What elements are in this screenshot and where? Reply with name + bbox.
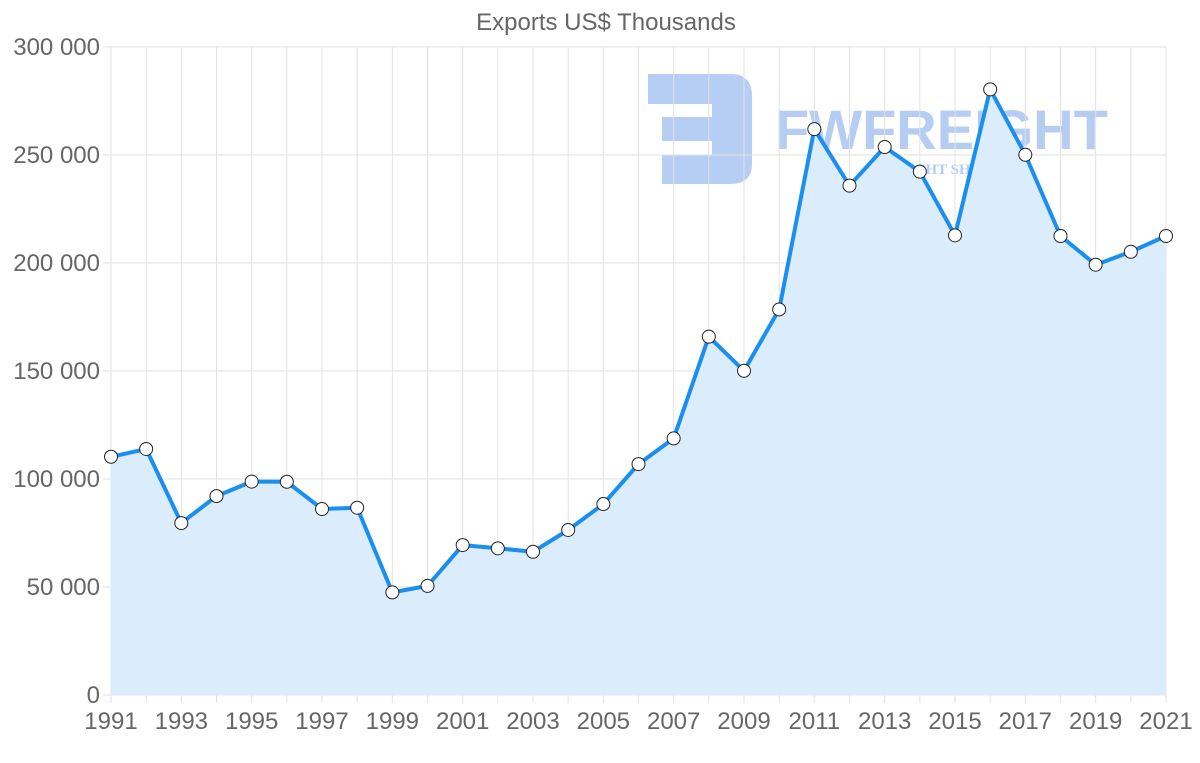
x-tick-label: 2019 [1069,708,1122,735]
data-point-2009[interactable] [737,363,751,378]
data-point-1991[interactable] [104,449,118,464]
data-point-2000[interactable] [420,578,435,593]
data-point-2010[interactable] [772,302,787,317]
x-axis: 1991 1993 1995 1997 1999 2001 2003 2005 2007 2009… [84,708,1192,735]
data-point-2007[interactable] [666,431,681,446]
x-tick-label: 1993 [155,708,208,735]
data-point-1999[interactable] [385,585,400,600]
data-point-2019[interactable] [1088,257,1103,272]
chart-title: Exports US$ Thousands [476,9,736,36]
x-tick-label: 1995 [225,708,278,735]
data-point-1993[interactable] [174,516,189,531]
data-point-2005[interactable] [596,497,611,512]
x-tick-label: 2003 [506,708,559,735]
y-tick-label: 100 000 [13,466,100,493]
x-tick-label: 2005 [577,708,630,735]
x-tick-label: 2007 [647,708,700,735]
data-point-2015[interactable] [948,228,962,243]
y-tick-label: 200 000 [13,250,100,277]
data-point-2012[interactable] [842,178,857,193]
x-tick-label: 2013 [858,708,911,735]
watermark-logo-icon [648,74,752,184]
data-point-1996[interactable] [279,474,294,489]
watermark-brand: FWFREIGHT [775,98,1108,161]
data-point-2003[interactable] [526,544,540,559]
data-point-2002[interactable] [490,541,505,556]
x-tick-label: 2017 [999,708,1052,735]
data-point-2004[interactable] [561,522,576,537]
data-point-1997[interactable] [315,502,329,517]
x-tick-label: 2009 [717,708,770,735]
y-tick-label: 250 000 [13,142,100,169]
data-point-2020[interactable] [1123,244,1138,259]
data-point-2008[interactable] [701,329,716,344]
x-tick-label: 2011 [789,708,841,735]
data-point-2016[interactable] [983,82,998,97]
data-point-2001[interactable] [455,538,470,553]
data-point-2011[interactable] [807,122,822,137]
data-point-1998[interactable] [350,500,365,515]
data-point-2021[interactable] [1159,229,1173,243]
y-axis: 0 50 000 100 000 150 000 200 000 250 000 300 0… [13,34,100,709]
x-tick-label: 1997 [295,708,348,735]
area-fill [111,89,1166,696]
data-point-2017[interactable] [1018,147,1033,162]
data-point-2013[interactable] [877,140,892,155]
data-point-2014[interactable] [912,164,927,179]
x-tick-label: 1999 [366,708,419,735]
y-tick-label: 150 000 [13,358,100,385]
x-tick-label: 2001 [436,708,489,735]
data-point-1994[interactable] [209,489,224,504]
y-tick-label: 50 000 [27,574,100,601]
y-tick-label: 300 000 [13,34,100,61]
data-point-1992[interactable] [139,441,154,456]
data-point-1995[interactable] [244,474,259,489]
data-point-2006[interactable] [631,457,646,472]
x-tick-label: 2021 [1139,708,1192,735]
x-tick-label: 2015 [928,708,981,735]
y-tick-label: 0 [87,682,100,709]
data-point-2018[interactable] [1053,229,1068,243]
x-tick-label: 1991 [84,708,137,735]
data-markers [104,82,1173,600]
